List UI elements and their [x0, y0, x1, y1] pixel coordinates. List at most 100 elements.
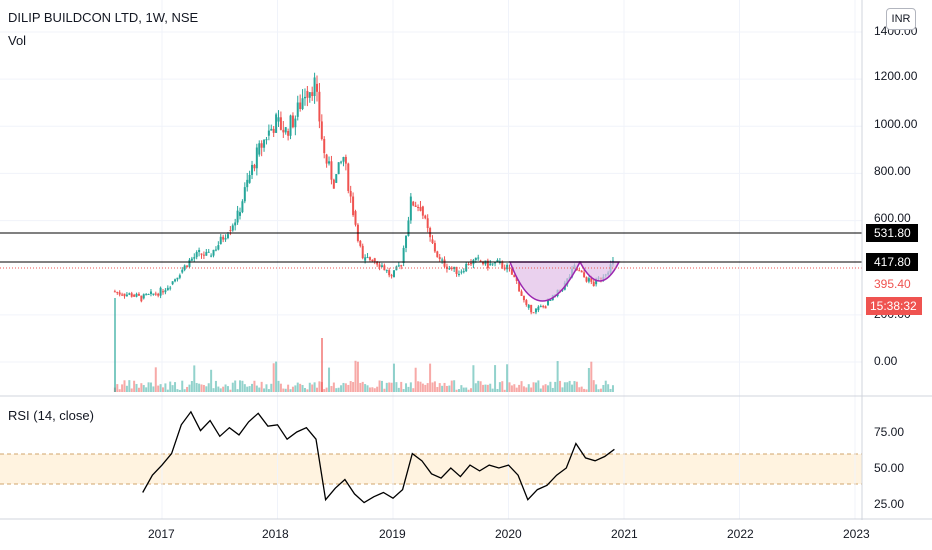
volume-bar	[123, 380, 126, 392]
candle-body	[438, 257, 441, 259]
price-badge-last: 395.40	[866, 275, 918, 293]
time-axis[interactable]: 2017 2018 2019 2020 2021 2022 2023	[148, 527, 870, 541]
candle-body	[376, 261, 379, 265]
candle-body	[239, 212, 241, 216]
volume-bar	[573, 381, 576, 392]
candle-body	[162, 291, 164, 293]
candle-body	[121, 294, 124, 296]
candle-body	[590, 278, 593, 282]
volume-bar	[366, 385, 369, 392]
volume-bar	[121, 384, 124, 392]
candle-body	[419, 207, 422, 211]
candle-body	[417, 206, 420, 208]
volume-bar	[186, 386, 189, 392]
candle-body	[190, 258, 193, 261]
candle-body	[583, 272, 586, 277]
volume-bar	[174, 382, 177, 392]
volume-bar	[542, 385, 545, 392]
candle-body	[364, 257, 367, 261]
candle-body	[323, 138, 326, 154]
candle-body	[171, 281, 174, 285]
volume-bar	[335, 388, 338, 392]
rsi-tick: 25.00	[874, 497, 904, 511]
volume-bar	[352, 382, 355, 392]
candle-body	[368, 257, 371, 260]
volume-bar	[255, 385, 258, 392]
candle-body	[166, 287, 169, 291]
volume-bar	[291, 386, 294, 392]
volume-bar	[152, 386, 155, 392]
candle-body	[359, 240, 362, 246]
candle-body	[236, 210, 239, 223]
candle-body	[388, 270, 391, 276]
volume-legend[interactable]: Vol	[8, 33, 27, 48]
volume-bar	[190, 381, 193, 392]
rsi-legend[interactable]: RSI (14, close)	[8, 408, 94, 423]
volume-bar	[486, 384, 489, 392]
volume-bar	[222, 386, 225, 392]
candle-body	[515, 277, 518, 281]
candle-body	[149, 291, 152, 294]
candle-body	[313, 77, 316, 97]
volume-bar	[385, 382, 388, 392]
rsi-band	[0, 454, 862, 484]
candle-body	[390, 275, 393, 277]
candle-body	[532, 312, 535, 314]
candle-body	[467, 263, 470, 265]
candle-body	[308, 92, 311, 98]
volume-bar	[537, 380, 540, 392]
candle-body	[176, 277, 179, 280]
volume-bar	[397, 387, 400, 392]
volume-bar	[527, 384, 530, 392]
volume-bar	[513, 384, 516, 392]
candle-body	[133, 294, 136, 297]
volume-bar	[498, 382, 501, 392]
volume-bar	[354, 360, 357, 392]
volume-bar	[450, 380, 453, 392]
volume-bar	[253, 380, 256, 392]
volume-bar	[515, 387, 518, 392]
volume-bar	[217, 386, 220, 392]
candle-body	[205, 252, 208, 256]
volume-bar	[224, 384, 227, 392]
volume-bar	[494, 365, 497, 392]
volume-bar	[147, 382, 150, 392]
candle-body	[397, 265, 400, 267]
volume-bar	[407, 386, 410, 392]
volume-bar	[164, 383, 167, 392]
candle-body	[455, 266, 458, 274]
candle-body	[580, 270, 583, 273]
candle-body	[212, 249, 215, 256]
candle-body	[595, 278, 598, 285]
candle-body	[135, 293, 138, 297]
candle-body	[234, 222, 237, 226]
price-tick: 800.00	[874, 164, 911, 178]
year-label: 2022	[727, 527, 754, 541]
volume-bar	[260, 381, 263, 392]
volume-bar	[405, 383, 408, 392]
volume-bar	[518, 384, 521, 392]
candle-body	[347, 163, 350, 191]
rsi-tick: 75.00	[874, 425, 904, 439]
volume-bar	[114, 298, 116, 392]
candle-body	[486, 260, 489, 269]
volume-bar	[587, 367, 590, 392]
symbol-title[interactable]: DILIP BUILDCON LTD, 1W, NSE	[8, 10, 199, 25]
rsi-axis: 75.00 50.00 25.00	[874, 425, 904, 511]
volume-bar	[169, 381, 172, 392]
candle-body	[470, 263, 472, 265]
candle-body	[539, 306, 542, 308]
volume-bar	[313, 382, 316, 392]
price-axis[interactable]: 1400.00 1200.00 1000.00 800.00 600.00 20…	[874, 24, 918, 368]
price-tick: 1000.00	[874, 117, 918, 131]
volume-bar	[306, 389, 309, 392]
candle-body	[140, 295, 143, 302]
volume-bar	[267, 389, 270, 392]
volume-bar	[429, 363, 432, 392]
candle-body	[178, 275, 181, 278]
volume-bar	[159, 384, 162, 392]
candle-body	[246, 179, 249, 188]
currency-button[interactable]: INR	[886, 8, 916, 30]
volume-bar	[599, 388, 602, 392]
